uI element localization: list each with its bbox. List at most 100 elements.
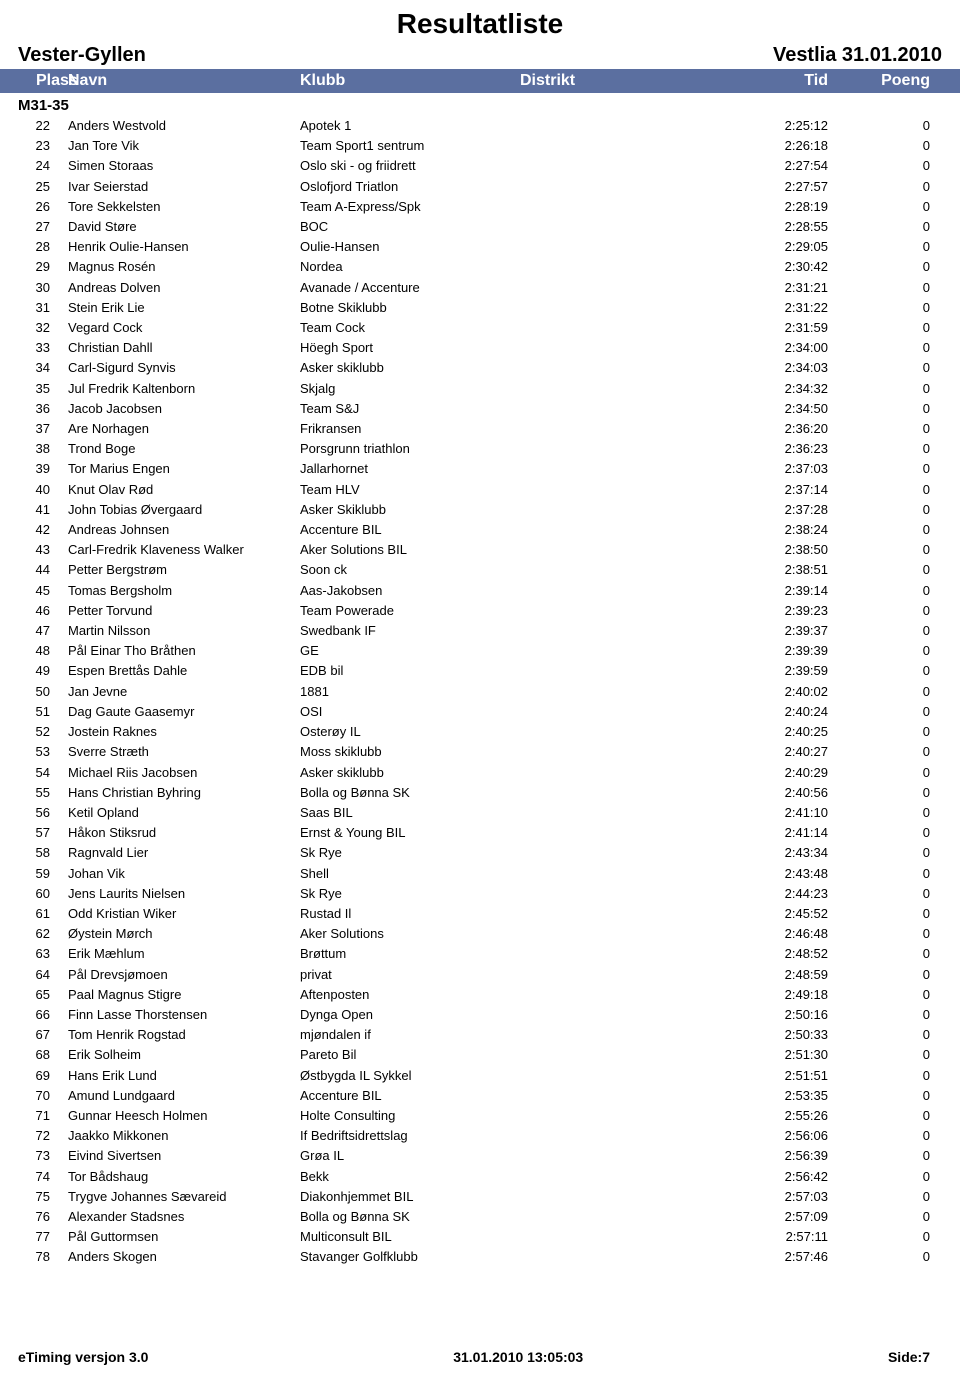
cell-tid: 2:51:51	[680, 1066, 840, 1086]
table-row: 56Ketil OplandSaas BIL2:41:100	[0, 803, 960, 823]
col-header-poeng: Poeng	[840, 72, 960, 90]
cell-plass: 23	[0, 136, 68, 156]
table-row: 68Erik SolheimPareto Bil2:51:300	[0, 1045, 960, 1065]
cell-distrikt	[520, 843, 680, 863]
cell-tid: 2:55:26	[680, 1106, 840, 1126]
cell-distrikt	[520, 1167, 680, 1187]
table-row: 69Hans Erik LundØstbygda IL Sykkel2:51:5…	[0, 1066, 960, 1086]
cell-poeng: 0	[840, 1167, 960, 1187]
cell-poeng: 0	[840, 156, 960, 176]
event-name: Vester-Gyllen	[18, 44, 146, 67]
cell-distrikt	[520, 621, 680, 641]
cell-poeng: 0	[840, 1066, 960, 1086]
cell-plass: 38	[0, 439, 68, 459]
cell-distrikt	[520, 379, 680, 399]
cell-distrikt	[520, 783, 680, 803]
cell-navn: Ragnvald Lier	[68, 843, 300, 863]
cell-distrikt	[520, 560, 680, 580]
cell-tid: 2:56:06	[680, 1126, 840, 1146]
footer-center: 31.01.2010 13:05:03	[453, 1349, 583, 1365]
table-row: 60Jens Laurits NielsenSk Rye2:44:230	[0, 884, 960, 904]
cell-poeng: 0	[840, 1005, 960, 1025]
cell-tid: 2:28:55	[680, 217, 840, 237]
cell-tid: 2:25:12	[680, 116, 840, 136]
cell-distrikt	[520, 1106, 680, 1126]
cell-klubb: Oulie-Hansen	[300, 237, 520, 257]
cell-navn: Finn Lasse Thorstensen	[68, 1005, 300, 1025]
cell-navn: Jaakko Mikkonen	[68, 1126, 300, 1146]
cell-navn: Petter Torvund	[68, 601, 300, 621]
cell-navn: Anders Westvold	[68, 116, 300, 136]
cell-poeng: 0	[840, 500, 960, 520]
cell-klubb: Aftenposten	[300, 985, 520, 1005]
col-header-navn: Navn	[68, 72, 300, 90]
cell-tid: 2:40:02	[680, 682, 840, 702]
cell-tid: 2:43:34	[680, 843, 840, 863]
cell-klubb: Asker Skiklubb	[300, 500, 520, 520]
cell-plass: 59	[0, 864, 68, 884]
col-header-plass: Plass	[0, 72, 68, 90]
table-row: 66Finn Lasse ThorstensenDynga Open2:50:1…	[0, 1005, 960, 1025]
cell-klubb: Aker Solutions	[300, 924, 520, 944]
cell-plass: 27	[0, 217, 68, 237]
cell-klubb: OSI	[300, 702, 520, 722]
cell-tid: 2:38:51	[680, 560, 840, 580]
cell-distrikt	[520, 439, 680, 459]
cell-plass: 54	[0, 763, 68, 783]
cell-poeng: 0	[840, 177, 960, 197]
cell-navn: Vegard Cock	[68, 318, 300, 338]
cell-klubb: Diakonhjemmet BIL	[300, 1187, 520, 1207]
cell-poeng: 0	[840, 116, 960, 136]
cell-poeng: 0	[840, 803, 960, 823]
cell-distrikt	[520, 884, 680, 904]
table-row: 30Andreas DolvenAvanade / Accenture2:31:…	[0, 278, 960, 298]
cell-distrikt	[520, 924, 680, 944]
cell-poeng: 0	[840, 237, 960, 257]
cell-distrikt	[520, 1126, 680, 1146]
cell-plass: 57	[0, 823, 68, 843]
cell-navn: Pål Einar Tho Bråthen	[68, 641, 300, 661]
cell-distrikt	[520, 1187, 680, 1207]
cell-poeng: 0	[840, 480, 960, 500]
cell-plass: 62	[0, 924, 68, 944]
cell-tid: 2:56:42	[680, 1167, 840, 1187]
cell-tid: 2:34:50	[680, 399, 840, 419]
cell-distrikt	[520, 965, 680, 985]
cell-tid: 2:39:23	[680, 601, 840, 621]
cell-navn: Are Norhagen	[68, 419, 300, 439]
cell-plass: 63	[0, 944, 68, 964]
table-row: 72Jaakko MikkonenIf Bedriftsidrettslag2:…	[0, 1126, 960, 1146]
cell-plass: 50	[0, 682, 68, 702]
cell-poeng: 0	[840, 884, 960, 904]
cell-poeng: 0	[840, 298, 960, 318]
table-row: 54Michael Riis JacobsenAsker skiklubb2:4…	[0, 763, 960, 783]
cell-distrikt	[520, 1146, 680, 1166]
cell-poeng: 0	[840, 379, 960, 399]
table-row: 51Dag Gaute GaasemyrOSI2:40:240	[0, 702, 960, 722]
footer: eTiming versjon 3.0 31.01.2010 13:05:03 …	[0, 1349, 960, 1365]
table-row: 47Martin NilssonSwedbank IF2:39:370	[0, 621, 960, 641]
cell-klubb: Rustad Il	[300, 904, 520, 924]
table-row: 45Tomas BergsholmAas-Jakobsen2:39:140	[0, 581, 960, 601]
cell-tid: 2:39:59	[680, 661, 840, 681]
cell-tid: 2:57:11	[680, 1227, 840, 1247]
table-row: 63Erik MæhlumBrøttum2:48:520	[0, 944, 960, 964]
cell-poeng: 0	[840, 560, 960, 580]
cell-tid: 2:26:18	[680, 136, 840, 156]
cell-distrikt	[520, 1066, 680, 1086]
cell-distrikt	[520, 1025, 680, 1045]
cell-tid: 2:45:52	[680, 904, 840, 924]
table-row: 26Tore SekkelstenTeam A-Express/Spk2:28:…	[0, 197, 960, 217]
cell-plass: 51	[0, 702, 68, 722]
table-row: 49Espen Brettås DahleEDB bil2:39:590	[0, 661, 960, 681]
cell-plass: 75	[0, 1187, 68, 1207]
cell-distrikt	[520, 278, 680, 298]
cell-navn: Pål Guttormsen	[68, 1227, 300, 1247]
cell-navn: Eivind Sivertsen	[68, 1146, 300, 1166]
cell-tid: 2:57:03	[680, 1187, 840, 1207]
results-body: 22Anders WestvoldApotek 12:25:12023Jan T…	[0, 116, 960, 1268]
footer-right: Side:7	[888, 1349, 930, 1365]
cell-plass: 70	[0, 1086, 68, 1106]
cell-plass: 49	[0, 661, 68, 681]
cell-klubb: Team A-Express/Spk	[300, 197, 520, 217]
